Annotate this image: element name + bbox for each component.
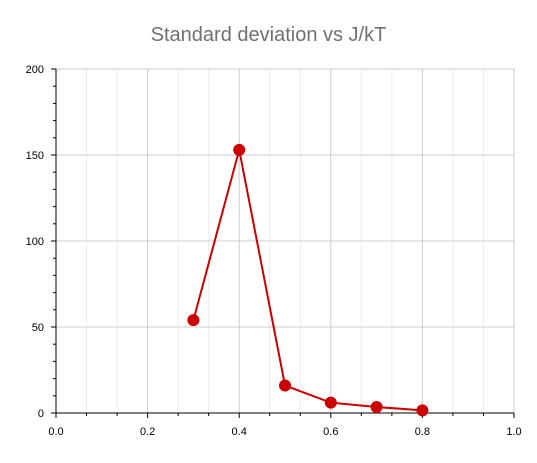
- y-tick-label: 150: [26, 150, 44, 162]
- data-point: [370, 400, 383, 413]
- x-tick-label: 0.2: [140, 426, 155, 438]
- y-tick-label: 50: [32, 322, 44, 334]
- x-tick-label: 0.4: [232, 426, 247, 438]
- y-tick-label: 0: [38, 408, 44, 420]
- data-point: [187, 314, 200, 327]
- y-tick-label: 100: [26, 236, 44, 248]
- chart-title: Standard deviation vs J/kT: [150, 24, 387, 46]
- data-point: [416, 404, 429, 417]
- series-line: [192, 149, 423, 412]
- data-point: [233, 143, 246, 156]
- x-tick-label: 0.8: [415, 426, 430, 438]
- x-tick-label: 0.0: [48, 426, 63, 438]
- y-tick-label: 200: [26, 64, 44, 76]
- x-tick-label: 1.0: [506, 426, 521, 438]
- data-point: [324, 396, 337, 409]
- data-point: [279, 379, 291, 392]
- x-tick-label: 0.6: [323, 426, 338, 438]
